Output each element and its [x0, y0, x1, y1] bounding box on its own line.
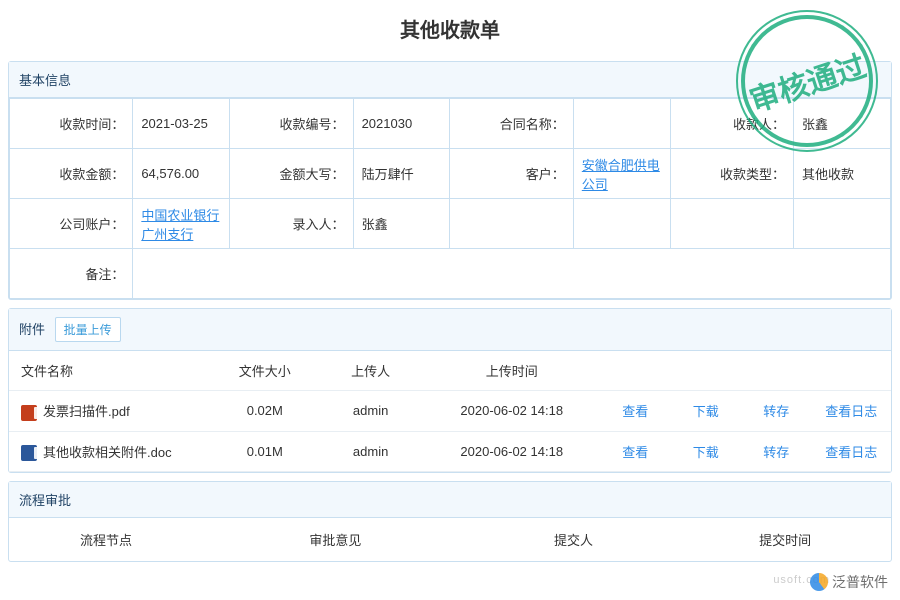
saveas-link[interactable]: 转存: [763, 404, 789, 419]
lbl-amount: 收款金额：: [10, 149, 133, 199]
table-row: 发票扫描件.pdf0.02Madmin2020-06-02 14:18 查看 下载 转…: [9, 391, 891, 432]
page-title: 其他收款单: [8, 0, 892, 61]
brand-name: 泛普软件: [832, 572, 888, 592]
val-amount: 64,576.00: [133, 149, 230, 199]
cell-uploader: admin: [318, 431, 424, 472]
view-link[interactable]: 查看: [622, 404, 648, 419]
val-receipt-no: 2021030: [353, 99, 450, 149]
col-uploadtime: 上传时间: [424, 351, 600, 391]
col-filesize: 文件大小: [212, 351, 318, 391]
empty-cell: [450, 199, 573, 249]
lbl-receipt-type: 收款类型：: [670, 149, 793, 199]
flow-table: 流程节点 审批意见 提交人 提交时间: [9, 518, 891, 561]
lbl-remark: 备注：: [10, 249, 133, 299]
attachments-title: 附件: [19, 322, 45, 337]
basic-info-panel: 基本信息 收款时间： 2021-03-25 收款编号： 2021030 合同名称…: [8, 61, 892, 300]
col-flow-time: 提交时间: [679, 518, 891, 561]
cell-filename: 其他收款相关附件.doc: [9, 431, 212, 472]
lbl-company-account: 公司账户：: [10, 199, 133, 249]
attachments-header: 附件 批量上传: [9, 309, 891, 351]
val-amount-cn: 陆万肆仟: [353, 149, 450, 199]
cell-uploadtime: 2020-06-02 14:18: [424, 431, 600, 472]
cell-uploadtime: 2020-06-02 14:18: [424, 391, 600, 432]
val-receipt-type: 其他收款: [794, 149, 891, 199]
lbl-customer: 客户：: [450, 149, 573, 199]
val-remark: [133, 249, 891, 299]
col-uploader: 上传人: [318, 351, 424, 391]
empty-cell: [670, 199, 793, 249]
pdf-file-icon: [21, 405, 37, 421]
saveas-link[interactable]: 转存: [763, 445, 789, 460]
lbl-entry-person: 录入人：: [230, 199, 353, 249]
val-payee: 张鑫: [794, 99, 891, 149]
flow-header: 流程审批: [9, 482, 891, 518]
lbl-contract-name: 合同名称：: [450, 99, 573, 149]
val-customer[interactable]: 安徽合肥供电公司: [573, 149, 670, 199]
cell-filesize: 0.02M: [212, 391, 318, 432]
basic-info-table: 收款时间： 2021-03-25 收款编号： 2021030 合同名称： 收款人…: [9, 98, 891, 299]
attachments-panel: 附件 批量上传 文件名称 文件大小 上传人 上传时间 发票扫描件.pdf0.02…: [8, 308, 892, 473]
val-contract-name: [573, 99, 670, 149]
lbl-payee: 收款人：: [670, 99, 793, 149]
cell-uploader: admin: [318, 391, 424, 432]
val-company-account[interactable]: 中国农业银行广州支行: [133, 199, 230, 249]
basic-info-header: 基本信息: [9, 62, 891, 98]
lbl-receipt-no: 收款编号：: [230, 99, 353, 149]
company-account-link[interactable]: 中国农业银行广州支行: [141, 208, 219, 242]
val-receipt-time: 2021-03-25: [133, 99, 230, 149]
empty-cell: [794, 199, 891, 249]
attachments-table: 文件名称 文件大小 上传人 上传时间 发票扫描件.pdf0.02Madmin20…: [9, 351, 891, 472]
customer-link[interactable]: 安徽合肥供电公司: [582, 158, 660, 192]
empty-cell: [573, 199, 670, 249]
download-link[interactable]: 下载: [693, 445, 719, 460]
bulk-upload-button[interactable]: 批量上传: [55, 317, 121, 342]
cell-filesize: 0.01M: [212, 431, 318, 472]
col-filename: 文件名称: [9, 351, 212, 391]
cell-filename: 发票扫描件.pdf: [9, 391, 212, 432]
log-link[interactable]: 查看日志: [825, 445, 877, 460]
col-flow-opinion: 审批意见: [203, 518, 468, 561]
col-flow-node: 流程节点: [9, 518, 203, 561]
col-flow-submitter: 提交人: [468, 518, 680, 561]
val-entry-person: 张鑫: [353, 199, 450, 249]
doc-file-icon: [21, 445, 37, 461]
flow-panel: 流程审批 流程节点 审批意见 提交人 提交时间: [8, 481, 892, 562]
lbl-receipt-time: 收款时间：: [10, 99, 133, 149]
table-row: 其他收款相关附件.doc0.01Madmin2020-06-02 14:18 查看…: [9, 431, 891, 472]
log-link[interactable]: 查看日志: [825, 404, 877, 419]
brand-logo-icon: [810, 573, 828, 591]
brand-logo: 泛普软件: [810, 572, 888, 592]
lbl-amount-cn: 金额大写：: [230, 149, 353, 199]
download-link[interactable]: 下载: [693, 404, 719, 419]
view-link[interactable]: 查看: [622, 445, 648, 460]
